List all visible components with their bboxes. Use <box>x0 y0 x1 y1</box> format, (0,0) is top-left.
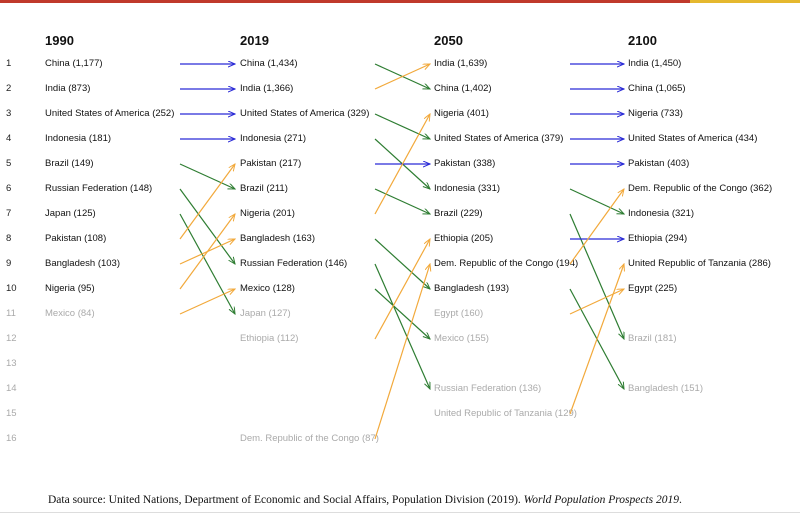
country-entry: Egypt (160) <box>434 308 484 319</box>
rank-number: 11 <box>6 308 16 319</box>
country-entry: Brazil (229) <box>434 208 483 219</box>
country-entry: Nigeria (401) <box>434 108 489 119</box>
country-entry: India (873) <box>45 83 91 94</box>
country-entry: India (1,450) <box>628 58 682 69</box>
country-entry: Ethiopia (112) <box>240 333 299 344</box>
country-entry: United Republic of Tanzania (286) <box>628 258 771 269</box>
top-accent-red <box>0 0 690 3</box>
rank-number: 1 <box>6 58 12 69</box>
source-prefix: Data source: United Nations, Department … <box>48 494 524 506</box>
country-entry: Egypt (225) <box>628 283 678 294</box>
country-entry: Russian Federation (136) <box>434 383 542 394</box>
bottom-rule <box>0 512 800 513</box>
rank-arrow-up <box>569 264 624 415</box>
rank-arrow-up <box>374 63 430 90</box>
rank-arrow-down <box>569 188 624 215</box>
country-entry: Russian Federation (148) <box>45 183 153 194</box>
country-entry: China (1,177) <box>45 58 103 69</box>
rank-arrow-up <box>569 189 624 265</box>
rank-number: 13 <box>6 358 17 369</box>
rank-arrow-down <box>374 113 430 140</box>
data-source-note: Data source: United Nations, Department … <box>48 494 682 506</box>
country-entry: Brazil (181) <box>628 333 677 344</box>
country-entry: Dem. Republic of the Congo (194) <box>434 258 579 269</box>
country-entry: Pakistan (338) <box>434 158 496 169</box>
rank-number: 3 <box>6 108 12 119</box>
country-entry: Indonesia (271) <box>240 133 307 144</box>
country-entry: China (1,434) <box>240 58 298 69</box>
rank-number: 9 <box>6 258 12 269</box>
country-entry: Ethiopia (205) <box>434 233 494 244</box>
country-entry: Pakistan (217) <box>240 158 302 169</box>
country-entry: Nigeria (733) <box>628 108 683 119</box>
country-entry: Nigeria (95) <box>45 283 95 294</box>
year-header-2100: 2100 <box>628 33 657 48</box>
country-entry: China (1,065) <box>628 83 686 94</box>
source-suffix: . <box>679 494 682 506</box>
rank-number: 10 <box>6 283 17 294</box>
country-entry: Pakistan (403) <box>628 158 690 169</box>
rank-arrow-up <box>179 288 235 315</box>
country-entry: Brazil (211) <box>240 183 288 194</box>
country-entry: United States of America (252) <box>45 108 175 119</box>
rank-arrow-down <box>374 188 430 215</box>
rank-number: 5 <box>6 158 12 169</box>
rank-arrow-down <box>569 213 625 339</box>
rank-arrow-down <box>179 213 235 314</box>
top-accent-bar <box>0 0 800 3</box>
country-entry: India (1,366) <box>240 83 294 94</box>
country-entry: China (1,402) <box>434 83 492 94</box>
rank-number: 7 <box>6 208 12 219</box>
country-entry: Bangladesh (193) <box>434 283 509 294</box>
country-entry: Indonesia (181) <box>45 133 112 144</box>
source-title: World Population Prospects 2019 <box>523 494 680 506</box>
rank-number: 12 <box>6 333 17 344</box>
rank-arrow-up <box>374 114 430 215</box>
country-entry: Pakistan (108) <box>45 233 107 244</box>
rank-number: 8 <box>6 233 12 244</box>
country-entry: Mexico (128) <box>240 283 295 294</box>
country-entry: Indonesia (321) <box>628 208 695 219</box>
country-entry: United States of America (329) <box>240 108 370 119</box>
rank-arrow-down <box>374 263 431 389</box>
country-entry: Russian Federation (146) <box>240 258 348 269</box>
rank-number: 14 <box>6 383 17 394</box>
country-entry: India (1,639) <box>434 58 488 69</box>
country-entry: Bangladesh (163) <box>240 233 315 244</box>
country-entry: Bangladesh (103) <box>45 258 120 269</box>
country-entry: Brazil (149) <box>45 158 94 169</box>
rank-arrow-down <box>179 188 235 264</box>
country-entry: Mexico (155) <box>434 333 489 344</box>
country-entry: Bangladesh (151) <box>628 383 703 394</box>
country-entry: Dem. Republic of the Congo (87) <box>240 433 379 444</box>
rank-number: 16 <box>6 433 17 444</box>
rank-arrow-down <box>374 288 430 339</box>
country-entry: Mexico (84) <box>45 308 95 319</box>
year-header-2050: 2050 <box>434 33 463 48</box>
rank-arrow-up <box>374 264 430 440</box>
top-accent-yellow <box>690 0 800 3</box>
year-header-2019: 2019 <box>240 33 269 48</box>
rank-arrow-down <box>374 238 430 289</box>
country-entry: Japan (125) <box>45 208 96 219</box>
rank-arrow-up <box>374 239 430 340</box>
rank-number: 2 <box>6 83 12 94</box>
rank-arrow-down <box>179 163 235 190</box>
rank-arrow-up <box>179 214 235 290</box>
country-entry: United States of America (434) <box>628 133 758 144</box>
country-entry: Dem. Republic of the Congo (362) <box>628 183 773 194</box>
rank-arrow-up <box>179 164 235 240</box>
rank-arrow-up <box>569 288 624 315</box>
rank-number: 15 <box>6 408 17 419</box>
country-entry: Nigeria (201) <box>240 208 295 219</box>
country-entry: Indonesia (331) <box>434 183 501 194</box>
country-entry: Ethiopia (294) <box>628 233 688 244</box>
rank-number: 4 <box>6 133 12 144</box>
year-header-1990: 1990 <box>45 33 74 48</box>
country-entry: Japan (127) <box>240 308 291 319</box>
rank-number: 6 <box>6 183 12 194</box>
country-entry: United Republic of Tanzania (129) <box>434 408 577 419</box>
country-entry: United States of America (379) <box>434 133 564 144</box>
